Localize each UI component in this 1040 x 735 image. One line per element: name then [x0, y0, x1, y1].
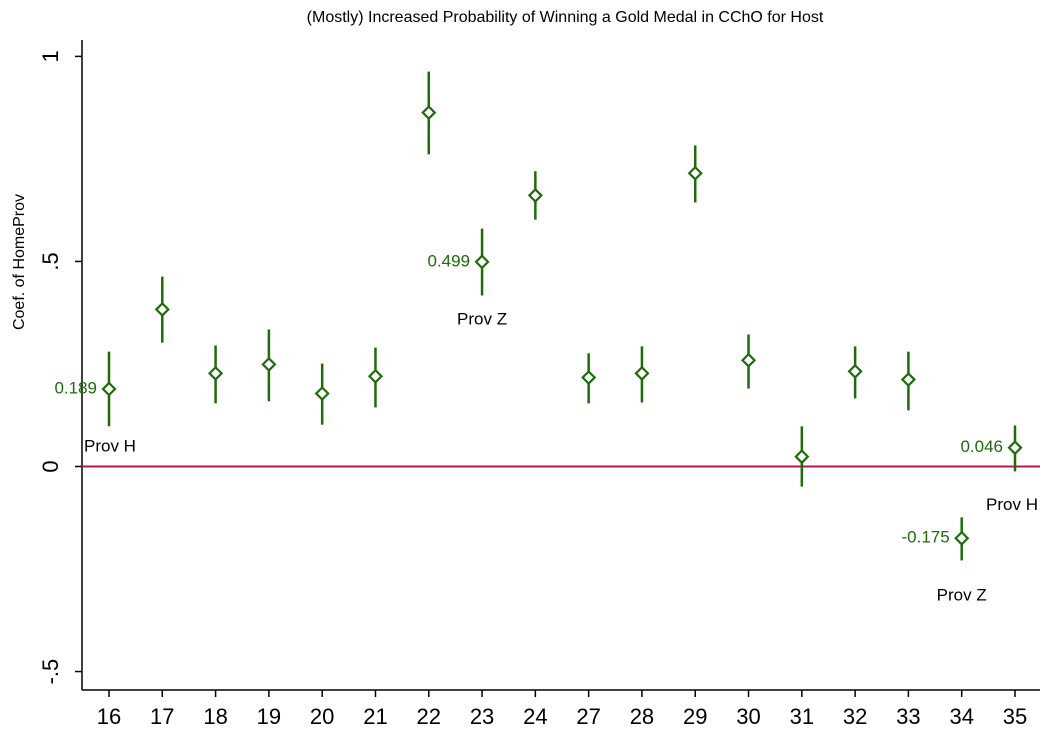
point-marker	[101, 381, 117, 397]
x-tick-label: 27	[576, 704, 600, 729]
point-marker	[1007, 440, 1023, 456]
x-tick-label: 20	[310, 704, 334, 729]
x-tick-label: 29	[683, 704, 707, 729]
value-label: 0.189	[54, 378, 97, 397]
point-marker	[261, 356, 277, 372]
point-marker	[474, 254, 490, 270]
point-marker	[208, 365, 224, 381]
x-tick-label: 31	[790, 704, 814, 729]
x-tick-label: 17	[150, 704, 174, 729]
point-marker	[421, 105, 437, 121]
point-note: Prov H	[986, 495, 1038, 514]
point-marker	[740, 352, 757, 368]
y-tick-label: 0	[38, 460, 63, 472]
x-tick-label: 18	[203, 704, 227, 729]
point-marker	[954, 530, 970, 546]
point-marker	[527, 187, 543, 203]
point-marker	[634, 365, 650, 381]
point-marker	[687, 165, 703, 181]
value-label: -0.175	[902, 528, 950, 547]
x-tick-label: 24	[523, 704, 547, 729]
x-tick-label: 33	[896, 704, 920, 729]
x-tick-label: 19	[257, 704, 281, 729]
x-tick-label: 28	[630, 704, 654, 729]
point-marker	[900, 372, 916, 388]
point-marker	[581, 369, 597, 386]
point-marker	[154, 301, 170, 317]
point-note: Prov Z	[457, 309, 507, 328]
x-tick-label: 34	[949, 704, 973, 729]
x-tick-label: 30	[736, 704, 760, 729]
x-tick-label: 32	[843, 704, 867, 729]
point-marker	[847, 363, 863, 379]
x-tick-label: 21	[363, 704, 387, 729]
value-label: 0.046	[960, 437, 1003, 456]
y-tick-label: .5	[38, 252, 63, 270]
point-note: Prov H	[84, 436, 136, 455]
point-marker	[367, 368, 384, 384]
point-note: Prov Z	[937, 586, 987, 605]
point-marker	[794, 449, 810, 465]
y-tick-label: -.5	[38, 659, 63, 685]
x-tick-label: 22	[417, 704, 441, 729]
x-tick-label: 35	[1003, 704, 1027, 729]
point-marker	[314, 385, 330, 402]
value-label: 0.499	[428, 251, 471, 270]
y-tick-label: 1	[38, 50, 63, 62]
chart-title: (Mostly) Increased Probability of Winnin…	[307, 9, 824, 26]
y-axis-title: Coef. of HomeProv	[11, 194, 28, 330]
x-tick-label: 16	[97, 704, 121, 729]
x-tick-label: 23	[470, 704, 494, 729]
